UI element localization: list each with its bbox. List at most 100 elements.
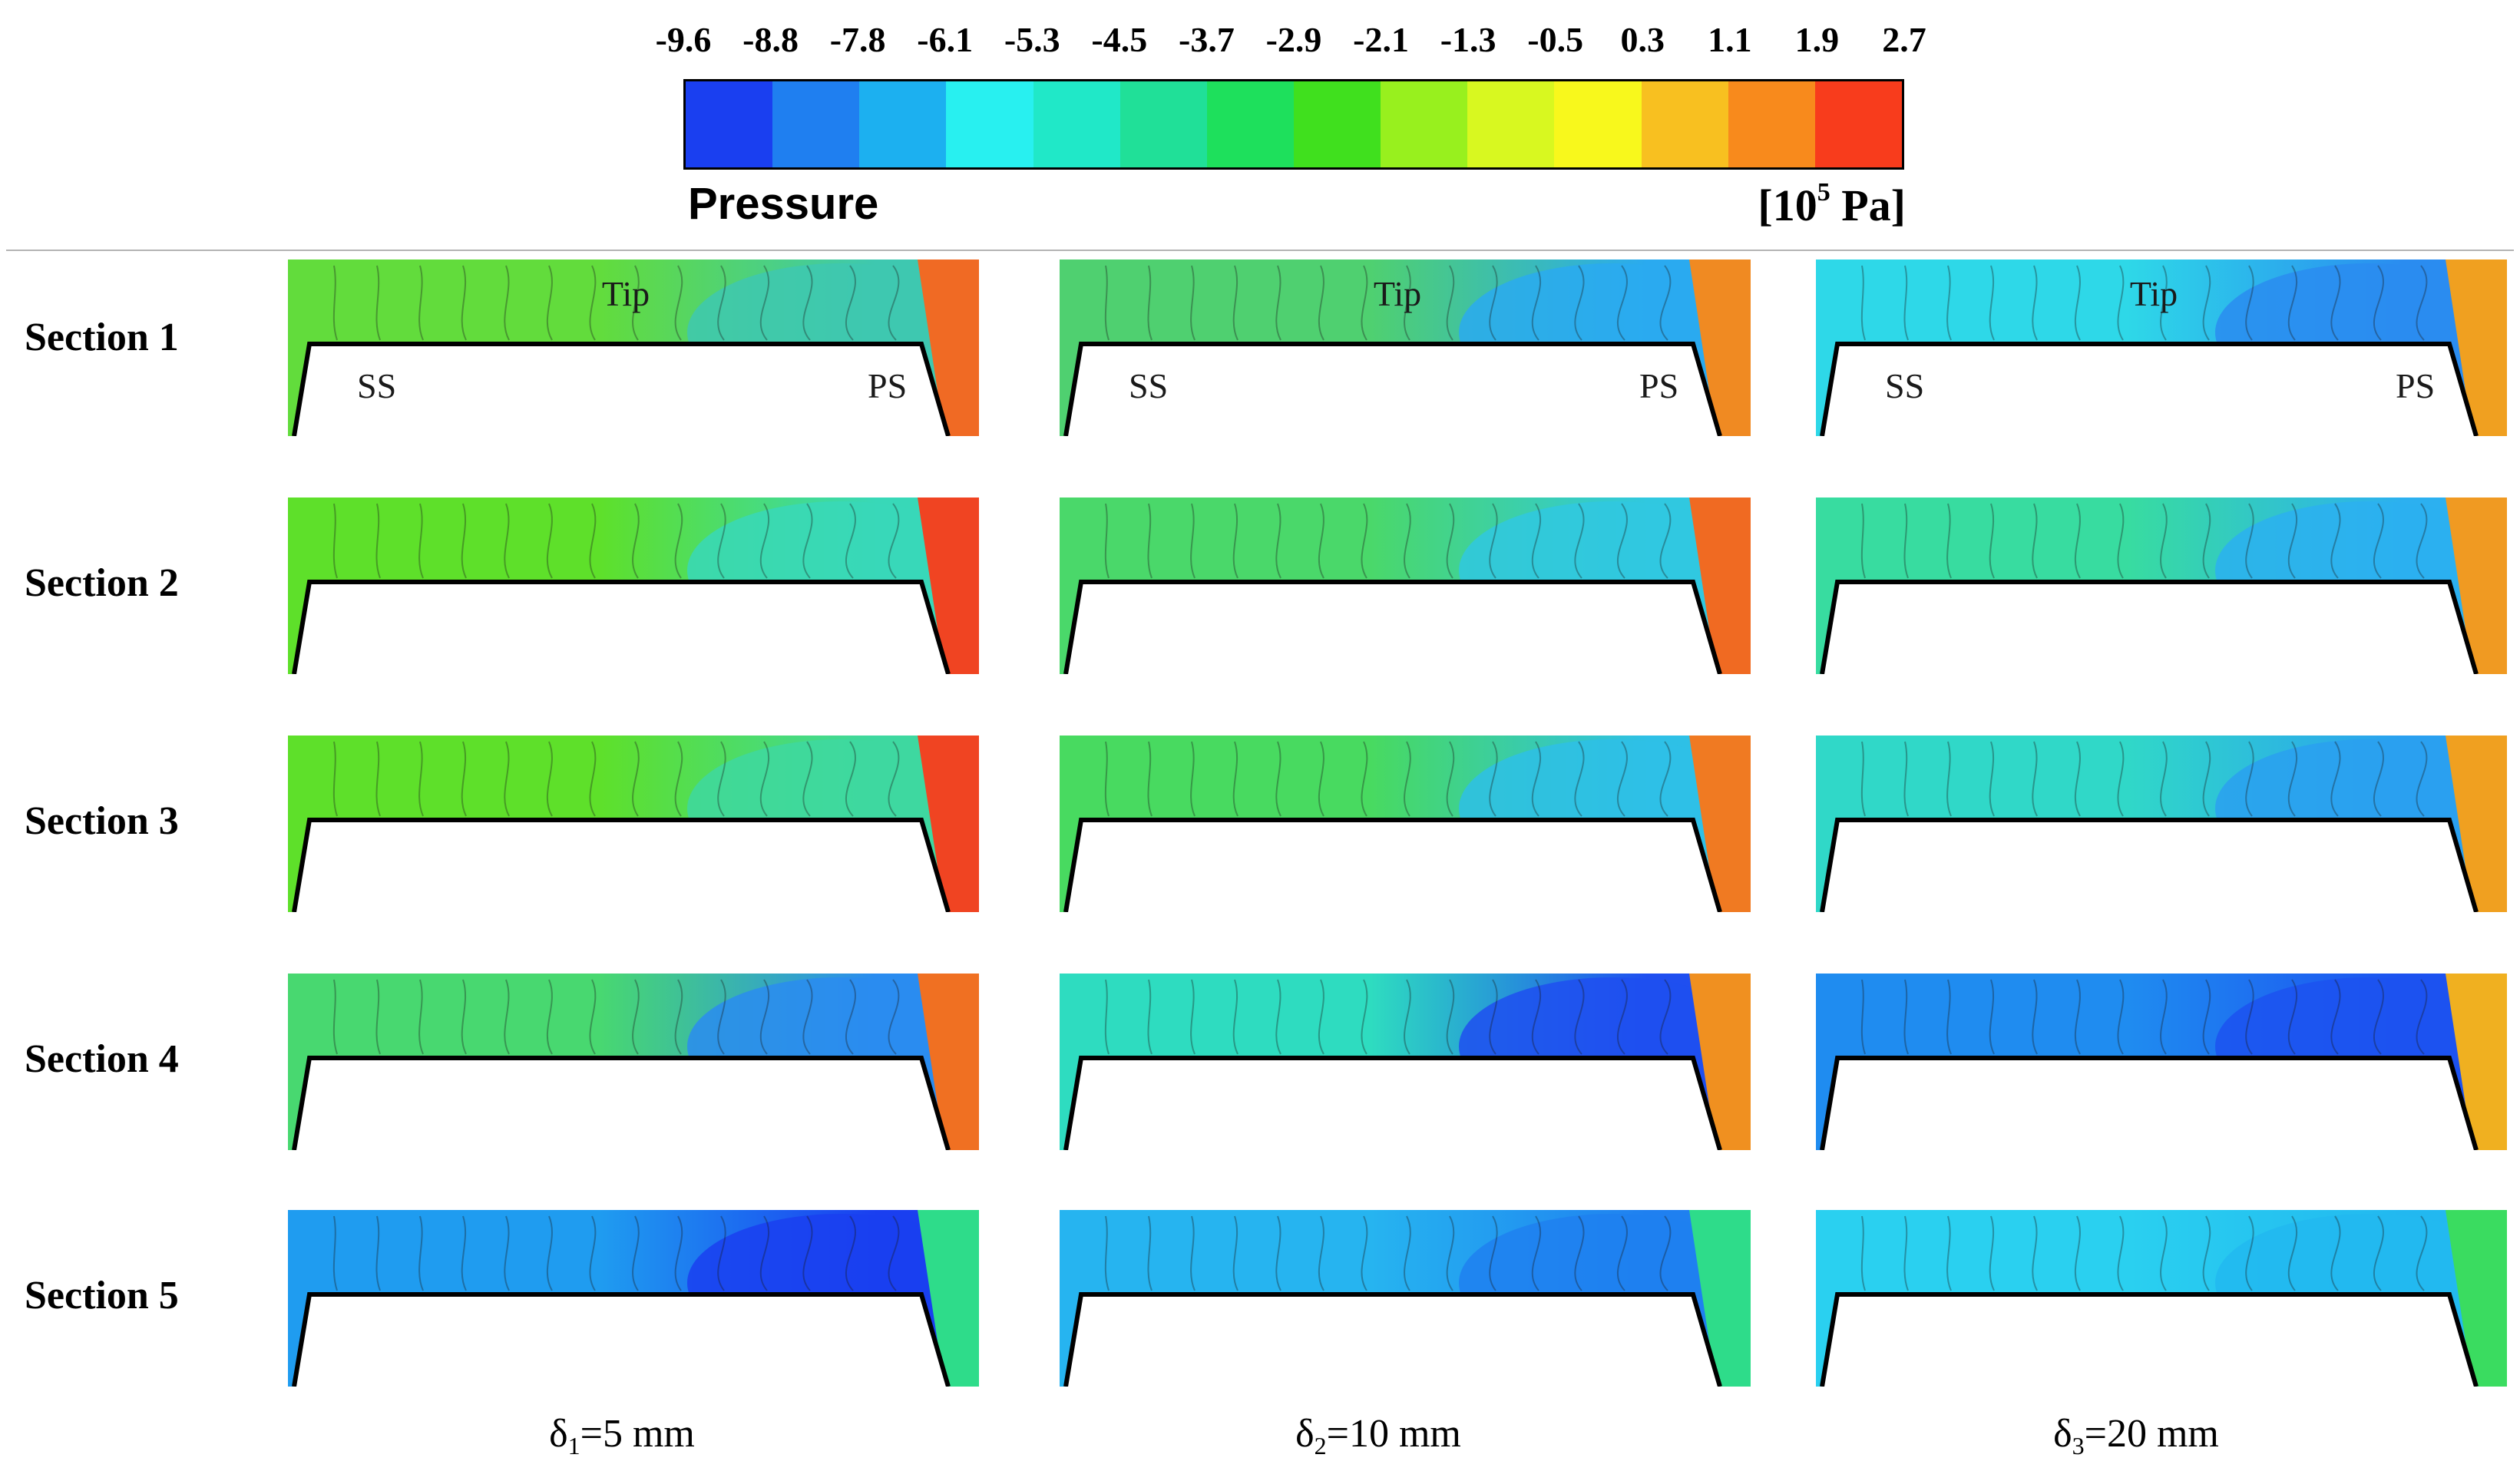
velocity-vector-line: [1147, 1215, 1153, 1291]
blade-outline: [1820, 342, 2479, 436]
contour-panel-section-3-delta-2: [1060, 736, 1751, 912]
colorbar-swatch: [1814, 81, 1902, 167]
pressure-side-region: [2446, 736, 2507, 912]
contour-panel-section-4-delta-1: [288, 974, 979, 1150]
velocity-vector-line: [1860, 979, 1866, 1055]
velocity-vector-line: [1232, 1215, 1239, 1291]
velocity-vector-line: [589, 503, 597, 579]
velocity-vector-line: [1446, 265, 1455, 341]
velocity-vector-line: [1489, 741, 1498, 817]
velocity-vector-line: [1190, 503, 1196, 579]
contour-panel-section-1-delta-3: Tip SS PS: [1816, 260, 2507, 436]
velocity-vector-line: [1318, 741, 1324, 817]
velocity-vector-line: [2330, 265, 2341, 341]
velocity-vector-line: [2202, 1215, 2211, 1291]
pressure-side-region: [2446, 498, 2507, 674]
colorbar-swatch: [1293, 81, 1381, 167]
velocity-vector-line: [1659, 265, 1672, 341]
velocity-vector-line: [1616, 1215, 1628, 1291]
velocity-vector-line: [332, 1215, 338, 1291]
velocity-vector-line: [2287, 741, 2297, 817]
suction-side-label: SS: [357, 366, 396, 405]
caption-value: =5 mm: [580, 1412, 695, 1456]
velocity-vector-line: [2416, 741, 2428, 817]
blade-outline: [1063, 580, 1722, 674]
blade-outline: [1063, 1056, 1722, 1150]
velocity-vector-line: [1574, 1215, 1585, 1291]
pressure-side-region: [1689, 1210, 1751, 1387]
blade-body: [294, 1058, 948, 1150]
velocity-vector-line: [1659, 1215, 1672, 1291]
velocity-vector-line: [1147, 503, 1153, 579]
caption-subscript: 1: [567, 1432, 580, 1460]
velocity-vector-line: [2330, 1215, 2341, 1291]
velocity-vector-line: [1404, 1215, 1411, 1291]
velocity-vector-line: [802, 1215, 813, 1291]
velocity-vector-line: [375, 741, 381, 817]
row-label-section-1: Section 1: [25, 316, 179, 359]
blade-body: [1066, 1058, 1720, 1150]
velocity-vector-line: [632, 741, 640, 817]
velocity-vector-line: [504, 1215, 510, 1291]
velocity-vector-line: [461, 265, 467, 341]
contour-plot: Tip SS PS: [1060, 260, 1751, 436]
velocity-vector-line: [1574, 503, 1585, 579]
velocity-vector-line: [546, 979, 553, 1055]
velocity-vector-line: [1946, 979, 1952, 1055]
velocity-vector-line: [2416, 1215, 2428, 1291]
pressure-side-region: [1689, 974, 1751, 1150]
velocity-vector-line: [1361, 741, 1368, 817]
velocity-vector-line: [1232, 979, 1239, 1055]
velocity-vector-line: [2245, 265, 2254, 341]
velocity-vector-line: [1446, 741, 1455, 817]
colorbar-tick-label: -2.1: [1353, 20, 1409, 59]
velocity-vector-line: [1318, 265, 1324, 341]
velocity-vector-line: [802, 503, 813, 579]
velocity-vector-line: [1404, 741, 1411, 817]
colorbar-swatch: [859, 81, 947, 167]
velocity-vector-line: [1903, 979, 1909, 1055]
colorbar-title: Pressure: [688, 179, 879, 229]
velocity-vector-line: [2202, 503, 2211, 579]
velocity-vector-line: [1531, 265, 1541, 341]
colorbar-swatch: [772, 81, 860, 167]
pressure-side-region: [1689, 736, 1751, 912]
velocity-vector-line: [1190, 1215, 1196, 1291]
contour-panel-section-4-delta-2: [1060, 974, 1751, 1150]
velocity-vector-line: [2330, 503, 2341, 579]
row-label-section-2: Section 2: [25, 561, 179, 605]
caption-subscript: 2: [1314, 1432, 1327, 1460]
velocity-vector-line: [546, 1215, 553, 1291]
velocity-vector-line: [1989, 503, 1995, 579]
colorbar-tick-label: -7.8: [829, 20, 886, 59]
velocity-vector-line: [2416, 979, 2428, 1055]
caption-symbol: δ: [2053, 1412, 2072, 1456]
velocity-vector-line: [2245, 979, 2254, 1055]
pressure-side-region: [2446, 974, 2507, 1150]
velocity-vector-line: [1860, 741, 1866, 817]
velocity-vector-line: [2330, 979, 2341, 1055]
velocity-vector-line: [1531, 979, 1541, 1055]
velocity-vector-line: [1616, 503, 1628, 579]
velocity-vector-line: [674, 265, 683, 341]
contour-plot: Tip SS PS: [288, 260, 979, 436]
velocity-vector-line: [2074, 979, 2081, 1055]
column-caption-delta-1: δ1=5 mm: [430, 1411, 814, 1469]
velocity-vector-line: [1989, 741, 1995, 817]
blade-outline: [1063, 818, 1722, 912]
contour-plot: [1060, 974, 1751, 1150]
blade-body: [1822, 344, 2476, 436]
velocity-vector-line: [546, 265, 553, 341]
velocity-vector-line: [674, 741, 683, 817]
velocity-vector-line: [2117, 979, 2125, 1055]
velocity-vector-line: [1147, 741, 1153, 817]
pressure-side-label: PS: [868, 366, 907, 405]
velocity-vector-line: [1190, 741, 1196, 817]
divider: [6, 250, 2514, 251]
contour-plot: [288, 974, 979, 1150]
velocity-vector-line: [632, 1215, 640, 1291]
velocity-vector-line: [1104, 741, 1110, 817]
contour-plot: Tip SS PS: [1816, 260, 2507, 436]
velocity-vector-line: [1574, 979, 1585, 1055]
colorbar-tick-label: 1.1: [1708, 20, 1752, 59]
